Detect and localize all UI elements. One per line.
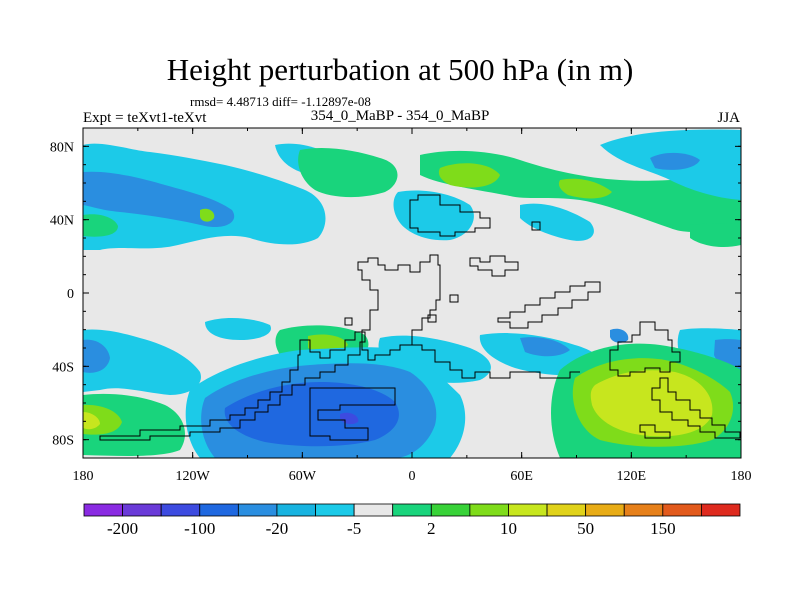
- colorbar-swatch: [585, 503, 625, 517]
- coastlines: [99, 194, 741, 441]
- experiment-label: Expt = teXvt1-teXvt: [83, 110, 207, 126]
- colorbar-swatch: [276, 503, 316, 517]
- colorbar-swatch: [623, 503, 664, 517]
- contour-green-nw: [83, 214, 118, 237]
- contour-lightblue-south-west: [83, 329, 201, 395]
- coastline-small-island-3: [344, 317, 353, 326]
- colorbar: -200 -100 -20 -5 2 10 50 150: [83, 503, 741, 538]
- season-label: JJA: [717, 110, 740, 126]
- y-axis: 80N 40N 0 40S 80S: [50, 127, 741, 459]
- contour-yellowgreen-south-pacific-west: [83, 412, 100, 430]
- colorbar-swatch: [199, 503, 239, 517]
- y-tick-label: 40S: [52, 360, 74, 375]
- coastline-central-east: [469, 255, 519, 277]
- colorbar-swatch: [701, 503, 741, 517]
- y-tick-label: 40N: [50, 214, 74, 229]
- coastline-indian-ridge: [497, 281, 601, 329]
- colorbar-label: 2: [427, 519, 436, 538]
- contour-lightgreen-nw: [200, 208, 215, 222]
- contour-green-north-central: [298, 147, 398, 198]
- x-tick-label: 0: [409, 469, 416, 484]
- coastline-small-island-2: [427, 314, 437, 323]
- contour-darkblue-southern-ocean: [224, 382, 399, 447]
- colorbar-swatch: [315, 503, 355, 517]
- y-tick-label: 80S: [52, 434, 74, 449]
- colorbar-label: 10: [500, 519, 517, 538]
- x-tick-label: 180: [73, 469, 94, 484]
- x-axis: 180 120W 60W 0 60E 120E 180: [73, 128, 752, 484]
- contour-lightblue-eastasia: [520, 203, 594, 241]
- coastline-africa-south: [412, 344, 580, 379]
- colorbar-swatch: [237, 503, 278, 517]
- coastline-arabia: [531, 221, 541, 231]
- y-tick-label: 80N: [50, 140, 74, 155]
- colorbar-swatch: [662, 503, 702, 517]
- coastline-north-africa: [409, 194, 491, 237]
- contour-lightgreen-north-eurasia: [438, 163, 500, 188]
- colorbar-swatch: [353, 503, 394, 517]
- x-tick-label: 60E: [510, 469, 533, 484]
- coastline-south-america: [357, 254, 441, 361]
- coastline-australia: [609, 321, 681, 377]
- contour-blue-south-indian: [520, 337, 570, 357]
- x-tick-label: 180: [731, 469, 752, 484]
- colorbar-swatch: [508, 503, 548, 517]
- x-tick-label: 60W: [289, 469, 317, 484]
- colorbar-label: 150: [650, 519, 676, 538]
- cases-label: 354_0_MaBP - 354_0_MaBP: [310, 108, 490, 124]
- colorbar-swatch: [546, 503, 587, 517]
- colorbar-swatch: [160, 503, 201, 517]
- contour-lightblue-tropics-west: [205, 318, 271, 340]
- x-tick-label: 120E: [617, 469, 647, 484]
- contour-blue-south-west: [83, 339, 110, 373]
- colorbar-label: -200: [107, 519, 138, 538]
- colorbar-swatch: [392, 503, 432, 517]
- colorbar-label: 50: [577, 519, 594, 538]
- stats-text: rmsd= 4.48713 diff= -1.12897e-08: [190, 94, 371, 109]
- contour-green-npac-east: [690, 223, 741, 248]
- contour-lightgreen-siberia: [558, 178, 612, 199]
- coastline-antarctic-peninsula: [99, 331, 366, 441]
- colorbar-swatch: [83, 503, 123, 517]
- coastline-southeast-islands: [651, 377, 741, 439]
- contour-blue-indian-small: [610, 328, 629, 343]
- chart-title: Height perturbation at 500 hPa (in m): [166, 52, 634, 87]
- coastline-antarctic-shelf: [309, 387, 396, 441]
- coastline-antarctic-east: [639, 424, 671, 439]
- colorbar-label: -5: [347, 519, 361, 538]
- contour-blue-nw: [83, 171, 235, 228]
- colorbar-swatch: [430, 503, 471, 517]
- x-tick-label: 120W: [176, 469, 211, 484]
- colorbar-swatch: [469, 503, 509, 517]
- coastline-small-island-1: [449, 294, 459, 303]
- contour-field: [83, 128, 741, 458]
- colorbar-swatch: [122, 503, 162, 517]
- colorbar-label: -100: [184, 519, 215, 538]
- contour-blue-northeast: [650, 152, 700, 170]
- colorbar-label: -20: [266, 519, 289, 538]
- y-tick-label: 0: [67, 287, 74, 302]
